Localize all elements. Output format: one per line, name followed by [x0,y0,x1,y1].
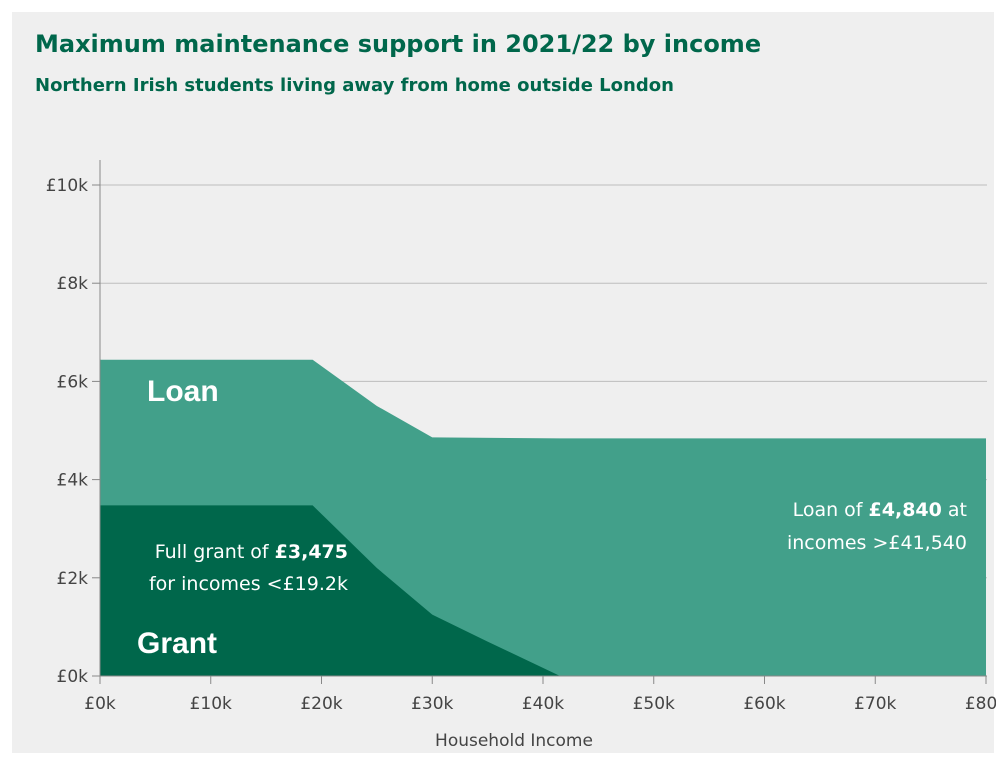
x-tick-label-3: £30k [411,694,453,714]
x-tick-label-7: £70k [854,694,896,714]
x-tick-label-2: £20k [300,694,342,714]
annotation-grant-line2: for incomes <£19.2k [149,573,348,595]
y-tick-label-4: £8k [57,274,89,294]
chart-title: Maximum maintenance support in 2021/22 b… [35,30,762,58]
x-tick-label-8: £80k [965,694,996,714]
area-grant [100,505,561,676]
y-tick-label-1: £2k [57,569,89,589]
chart-subtitle: Northern Irish students living away from… [35,75,674,96]
annotation-loan-at: at [942,499,967,521]
annotation-grant-line1: Full grant of £3,475 [155,541,348,563]
y-tick-label-5: £10k [46,176,88,196]
x-tick-label-4: £40k [522,694,564,714]
areas [100,359,986,676]
y-tick-label-3: £6k [57,372,89,392]
annotation-loan-line1: Loan of £4,840 at [793,499,967,521]
x-axis-title: Household Income [435,731,593,751]
series-label-loan: Loan [147,375,219,408]
annotation-loan-line2: incomes >£41,540 [787,532,967,554]
x-tick-label-0: £0k [84,694,116,714]
labels: Loan Grant Full grant of £3,475 for inco… [137,375,967,660]
annotation-grant-text: Full grant of [155,541,275,563]
annotation-grant-amount: £3,475 [275,541,348,563]
series-label-grant: Grant [137,627,217,660]
x-tick-label-1: £10k [190,694,232,714]
y-tick-label-2: £4k [57,471,89,491]
annotation-loan-text: Loan of [793,499,869,521]
x-tick-label-5: £50k [633,694,675,714]
x-tick-label-6: £60k [743,694,785,714]
y-tick-label-0: £0k [57,667,89,687]
axes: £0k £2k £4k £6k £8k £10k £0k £10k £20k £30k £40k £5… [46,160,996,751]
annotation-loan-amount: £4,840 [869,499,942,521]
